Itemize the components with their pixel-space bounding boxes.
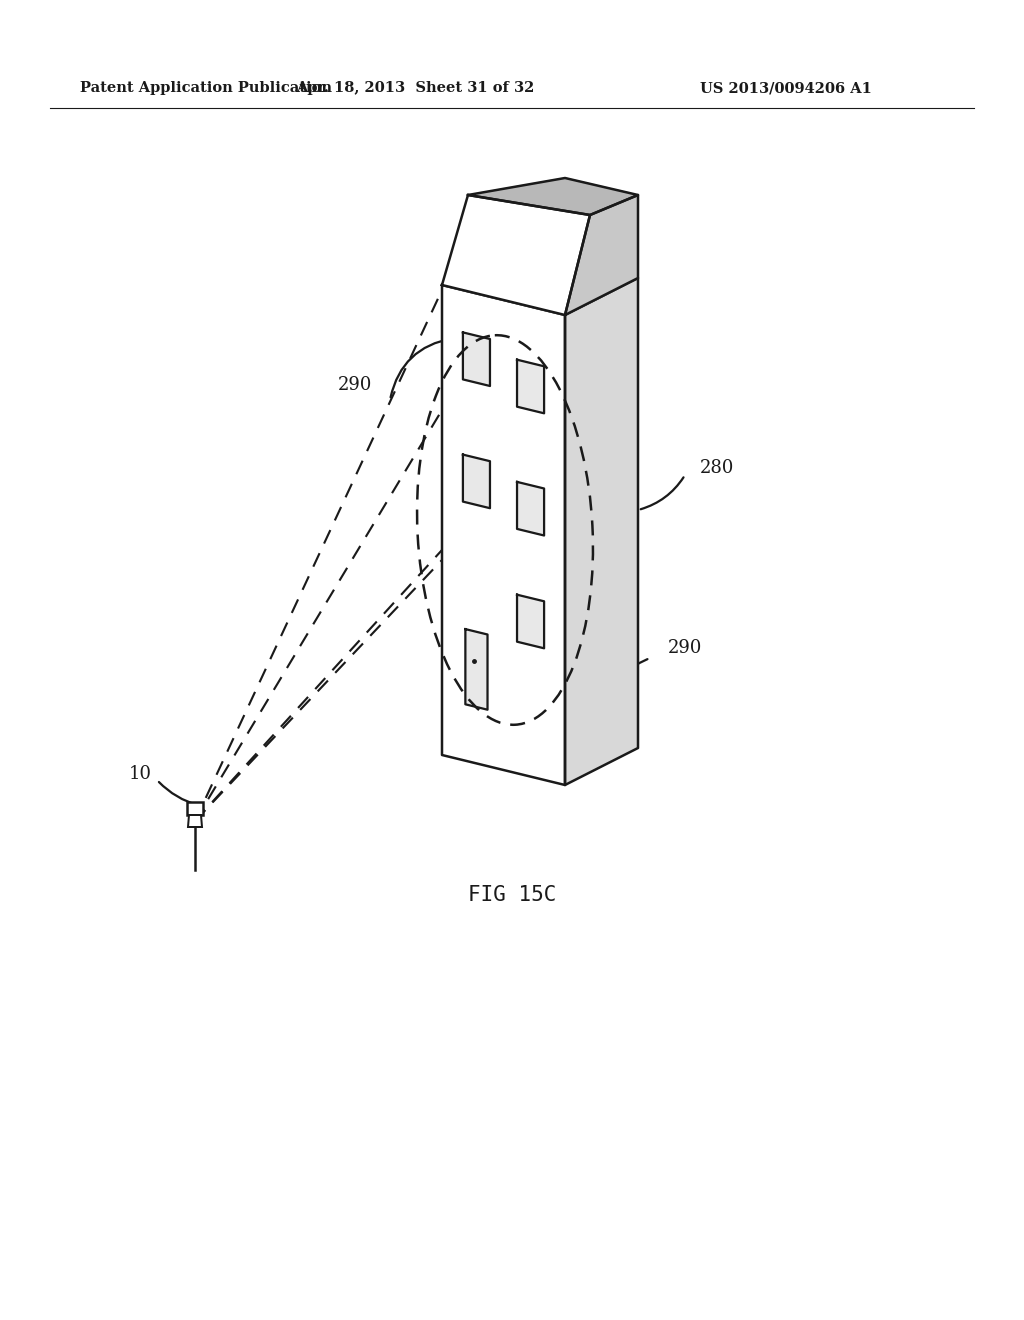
Polygon shape xyxy=(463,333,489,385)
Polygon shape xyxy=(468,178,638,215)
Text: FIG 15C: FIG 15C xyxy=(468,884,556,906)
Text: 10: 10 xyxy=(128,766,152,783)
Bar xyxy=(187,803,203,814)
Polygon shape xyxy=(517,595,544,648)
Text: Apr. 18, 2013  Sheet 31 of 32: Apr. 18, 2013 Sheet 31 of 32 xyxy=(296,81,535,95)
Polygon shape xyxy=(517,482,544,536)
Polygon shape xyxy=(465,630,487,710)
Polygon shape xyxy=(565,195,638,315)
Text: Patent Application Publication: Patent Application Publication xyxy=(80,81,332,95)
Polygon shape xyxy=(188,814,202,828)
Polygon shape xyxy=(517,360,544,413)
Polygon shape xyxy=(442,285,565,785)
Text: 290: 290 xyxy=(338,376,372,393)
Polygon shape xyxy=(442,195,590,315)
Text: 290: 290 xyxy=(668,639,702,657)
Polygon shape xyxy=(463,454,489,508)
Text: US 2013/0094206 A1: US 2013/0094206 A1 xyxy=(700,81,871,95)
Text: 280: 280 xyxy=(700,459,734,477)
Polygon shape xyxy=(565,279,638,785)
